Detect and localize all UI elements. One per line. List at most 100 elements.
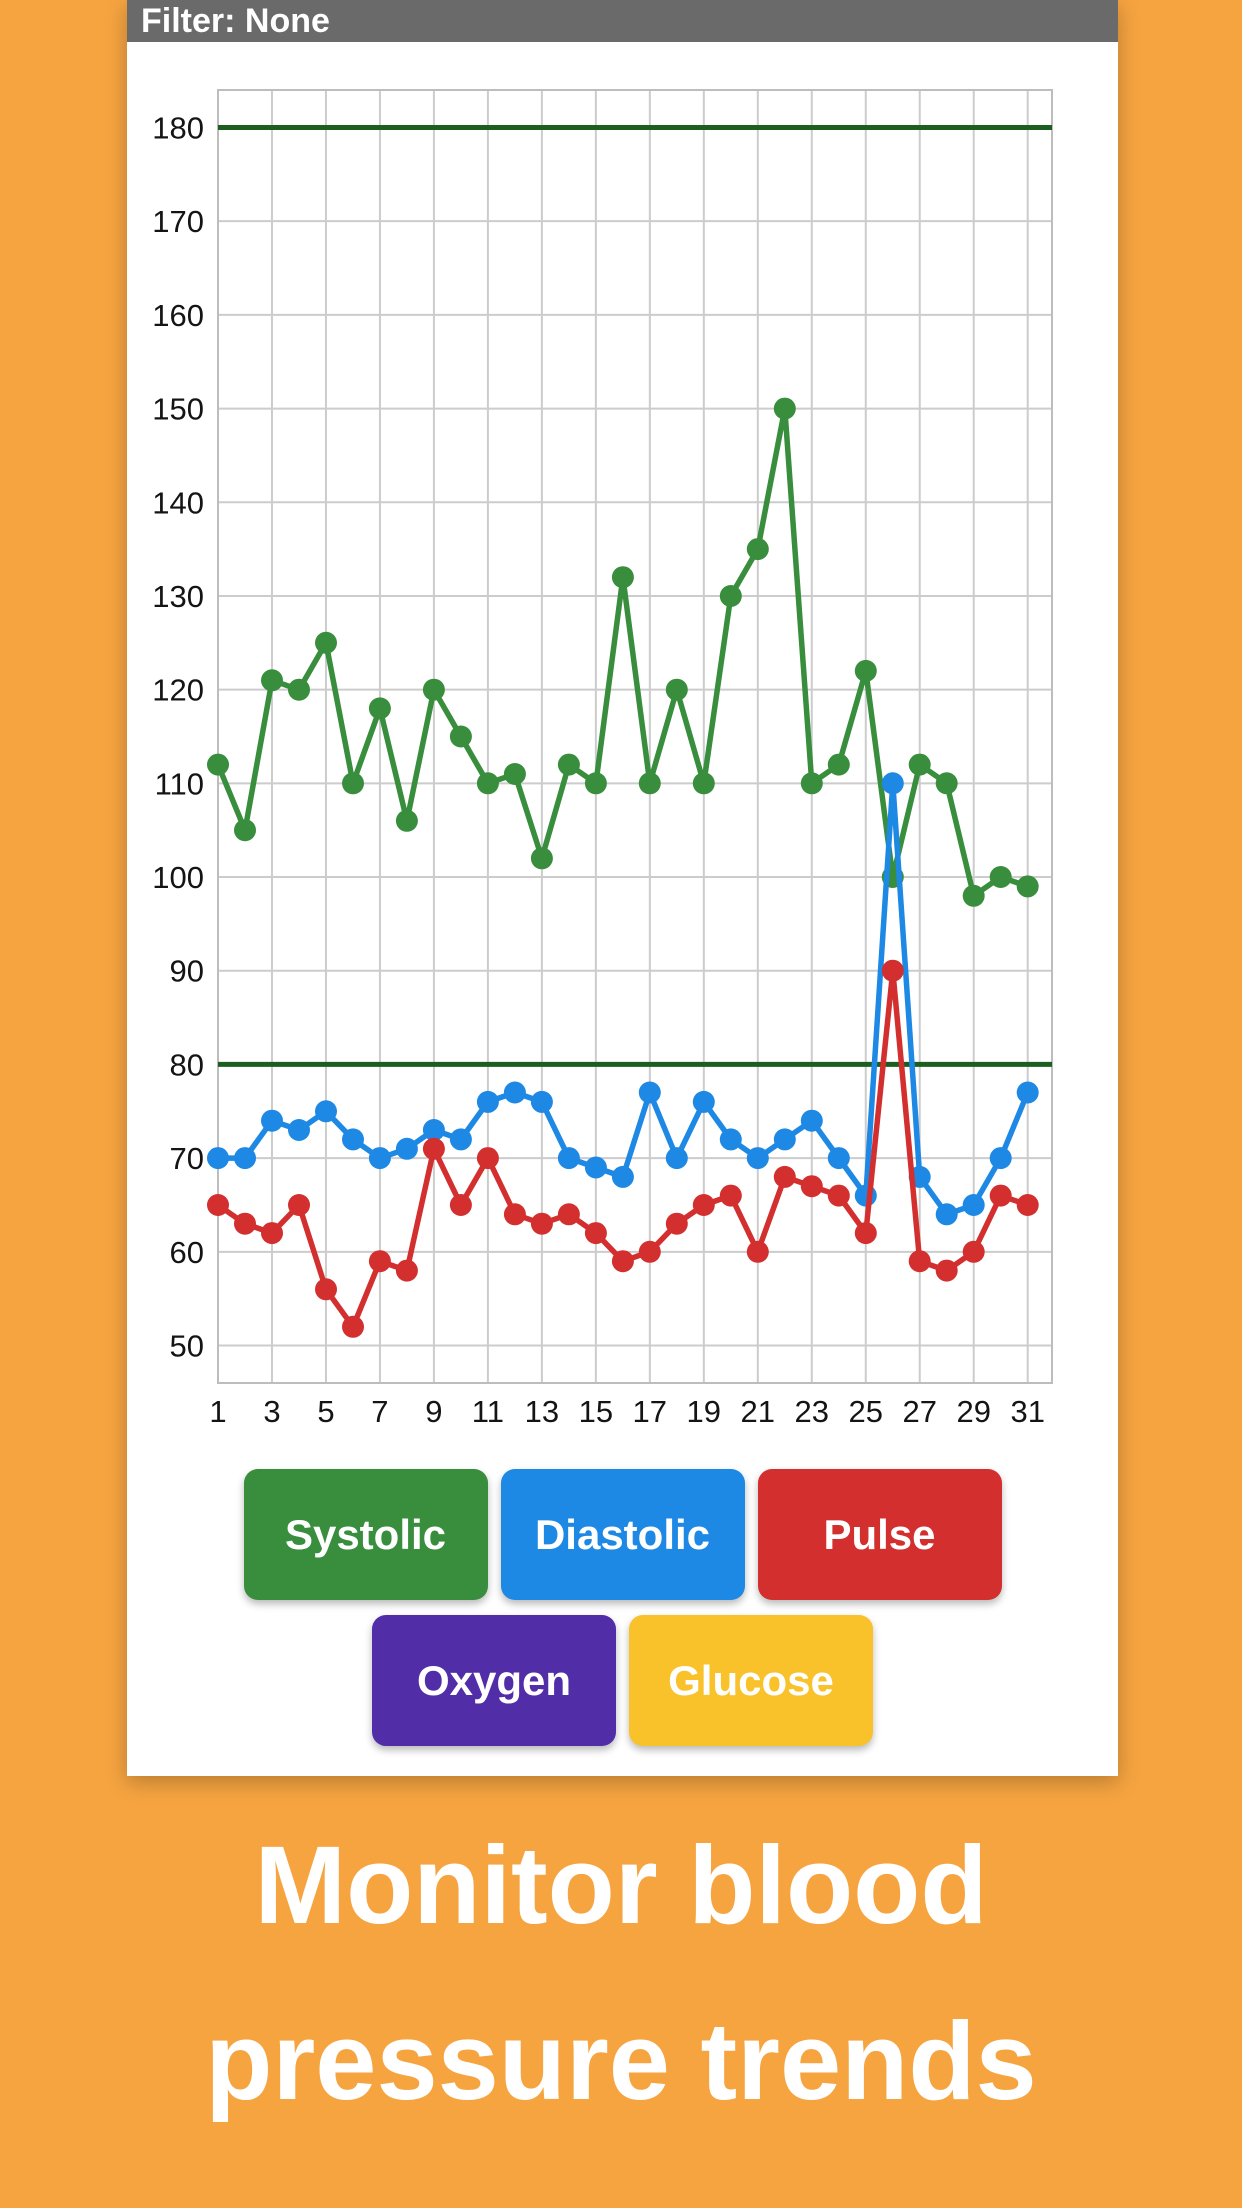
data-point xyxy=(638,1240,661,1263)
data-point xyxy=(234,1212,256,1235)
data-point xyxy=(989,1147,1012,1170)
data-point xyxy=(207,753,229,776)
systolic-toggle-button[interactable]: Systolic xyxy=(243,1469,488,1600)
data-point xyxy=(692,1090,715,1113)
x-axis-label: 15 xyxy=(579,1394,613,1429)
data-point xyxy=(449,1128,472,1151)
data-point xyxy=(530,847,553,870)
glucose-toggle-button[interactable]: Glucose xyxy=(629,1615,873,1746)
data-point xyxy=(611,1165,634,1188)
data-point xyxy=(557,753,580,776)
data-point xyxy=(503,1081,526,1104)
data-point xyxy=(368,1250,391,1273)
series-toggle-row-1: Systolic Diastolic Pulse xyxy=(127,1469,1118,1600)
x-axis-label: 13 xyxy=(525,1394,559,1429)
chart-container: 50 60 70 80 90 100 110 120 130 140 150 160 170 180 1 3 5… xyxy=(127,42,1118,1442)
data-point xyxy=(800,1109,823,1132)
x-axis-label: 19 xyxy=(687,1394,721,1429)
data-point xyxy=(261,1109,283,1132)
data-point xyxy=(476,1147,499,1170)
data-point xyxy=(288,678,310,701)
y-axis-label: 60 xyxy=(170,1235,204,1270)
data-point xyxy=(557,1147,580,1170)
data-point xyxy=(719,1184,742,1207)
data-point xyxy=(746,538,769,561)
app-screenshot-card: Filter: None 50 60 70 80 90 100 110 120 130 140 15… xyxy=(127,0,1118,1776)
data-point xyxy=(881,959,904,982)
data-point xyxy=(935,1259,958,1282)
series-pulse xyxy=(207,959,1039,1338)
data-point xyxy=(557,1203,580,1226)
y-axis-label: 100 xyxy=(152,860,204,895)
data-point xyxy=(315,631,337,654)
marketing-caption: Monitor blood pressure trends xyxy=(0,1798,1242,2150)
data-point xyxy=(773,1165,796,1188)
plot-border xyxy=(217,89,1053,1384)
y-axis-label: 140 xyxy=(152,485,204,520)
pulse-toggle-button[interactable]: Pulse xyxy=(757,1469,1002,1600)
y-axis-labels: 50 60 70 80 90 100 110 120 130 140 150 160 170 180 xyxy=(152,110,204,1363)
data-point xyxy=(449,725,472,748)
data-point xyxy=(638,772,661,795)
x-axis-label: 5 xyxy=(317,1394,334,1429)
y-axis-label: 90 xyxy=(170,954,204,989)
data-point xyxy=(234,1147,256,1170)
data-point xyxy=(935,772,958,795)
data-point xyxy=(989,1184,1012,1207)
marketing-caption-text: Monitor blood pressure trends xyxy=(205,1824,1037,2123)
data-point xyxy=(800,772,823,795)
data-point xyxy=(827,753,850,776)
data-point xyxy=(827,1184,850,1207)
data-point xyxy=(881,772,904,795)
x-axis-label: 31 xyxy=(1010,1394,1044,1429)
x-axis-label: 1 xyxy=(209,1394,226,1429)
y-axis-label: 180 xyxy=(152,110,204,145)
data-point xyxy=(261,669,283,692)
y-axis-label: 110 xyxy=(155,766,204,801)
x-axis-label: 17 xyxy=(633,1394,667,1429)
x-axis-label: 21 xyxy=(741,1394,775,1429)
data-point xyxy=(584,1156,607,1179)
y-axis-label: 80 xyxy=(170,1047,204,1082)
data-point xyxy=(908,753,931,776)
x-axis-label: 23 xyxy=(795,1394,829,1429)
data-point xyxy=(342,1315,364,1338)
data-point xyxy=(854,1222,877,1245)
y-axis-label: 120 xyxy=(152,673,204,708)
data-point xyxy=(503,763,526,785)
data-point xyxy=(584,1222,607,1245)
data-point xyxy=(962,1240,985,1263)
data-point xyxy=(368,697,391,720)
y-axis-label: 70 xyxy=(170,1141,204,1176)
oxygen-toggle-button[interactable]: Oxygen xyxy=(372,1615,616,1746)
x-axis-label: 29 xyxy=(956,1394,990,1429)
data-point xyxy=(692,1194,715,1216)
data-point xyxy=(395,1137,418,1160)
x-axis-label: 11 xyxy=(472,1394,504,1429)
x-axis-label: 25 xyxy=(849,1394,883,1429)
data-point xyxy=(962,1194,985,1216)
filter-status-label: Filter: None xyxy=(141,1,330,40)
data-point xyxy=(422,1119,445,1141)
data-point xyxy=(261,1222,283,1245)
y-axis-label: 170 xyxy=(152,204,204,239)
data-point xyxy=(773,397,796,420)
data-point xyxy=(692,772,715,795)
diastolic-toggle-button[interactable]: Diastolic xyxy=(500,1469,745,1600)
x-axis-labels: 1 3 5 7 9 11 13 15 17 19 21 23 25 27 29 31 xyxy=(209,1394,1045,1429)
x-axis-label: 9 xyxy=(425,1394,442,1429)
data-point xyxy=(476,772,499,795)
data-point xyxy=(207,1194,229,1216)
y-axis-label: 150 xyxy=(152,392,204,427)
x-axis-label: 3 xyxy=(263,1394,280,1429)
data-point xyxy=(234,819,256,842)
data-point xyxy=(207,1147,229,1170)
data-point xyxy=(746,1240,769,1263)
data-point xyxy=(638,1081,661,1104)
data-point xyxy=(530,1090,553,1113)
data-point xyxy=(611,1250,634,1273)
series-diastolic xyxy=(207,772,1039,1226)
data-point xyxy=(719,585,742,607)
